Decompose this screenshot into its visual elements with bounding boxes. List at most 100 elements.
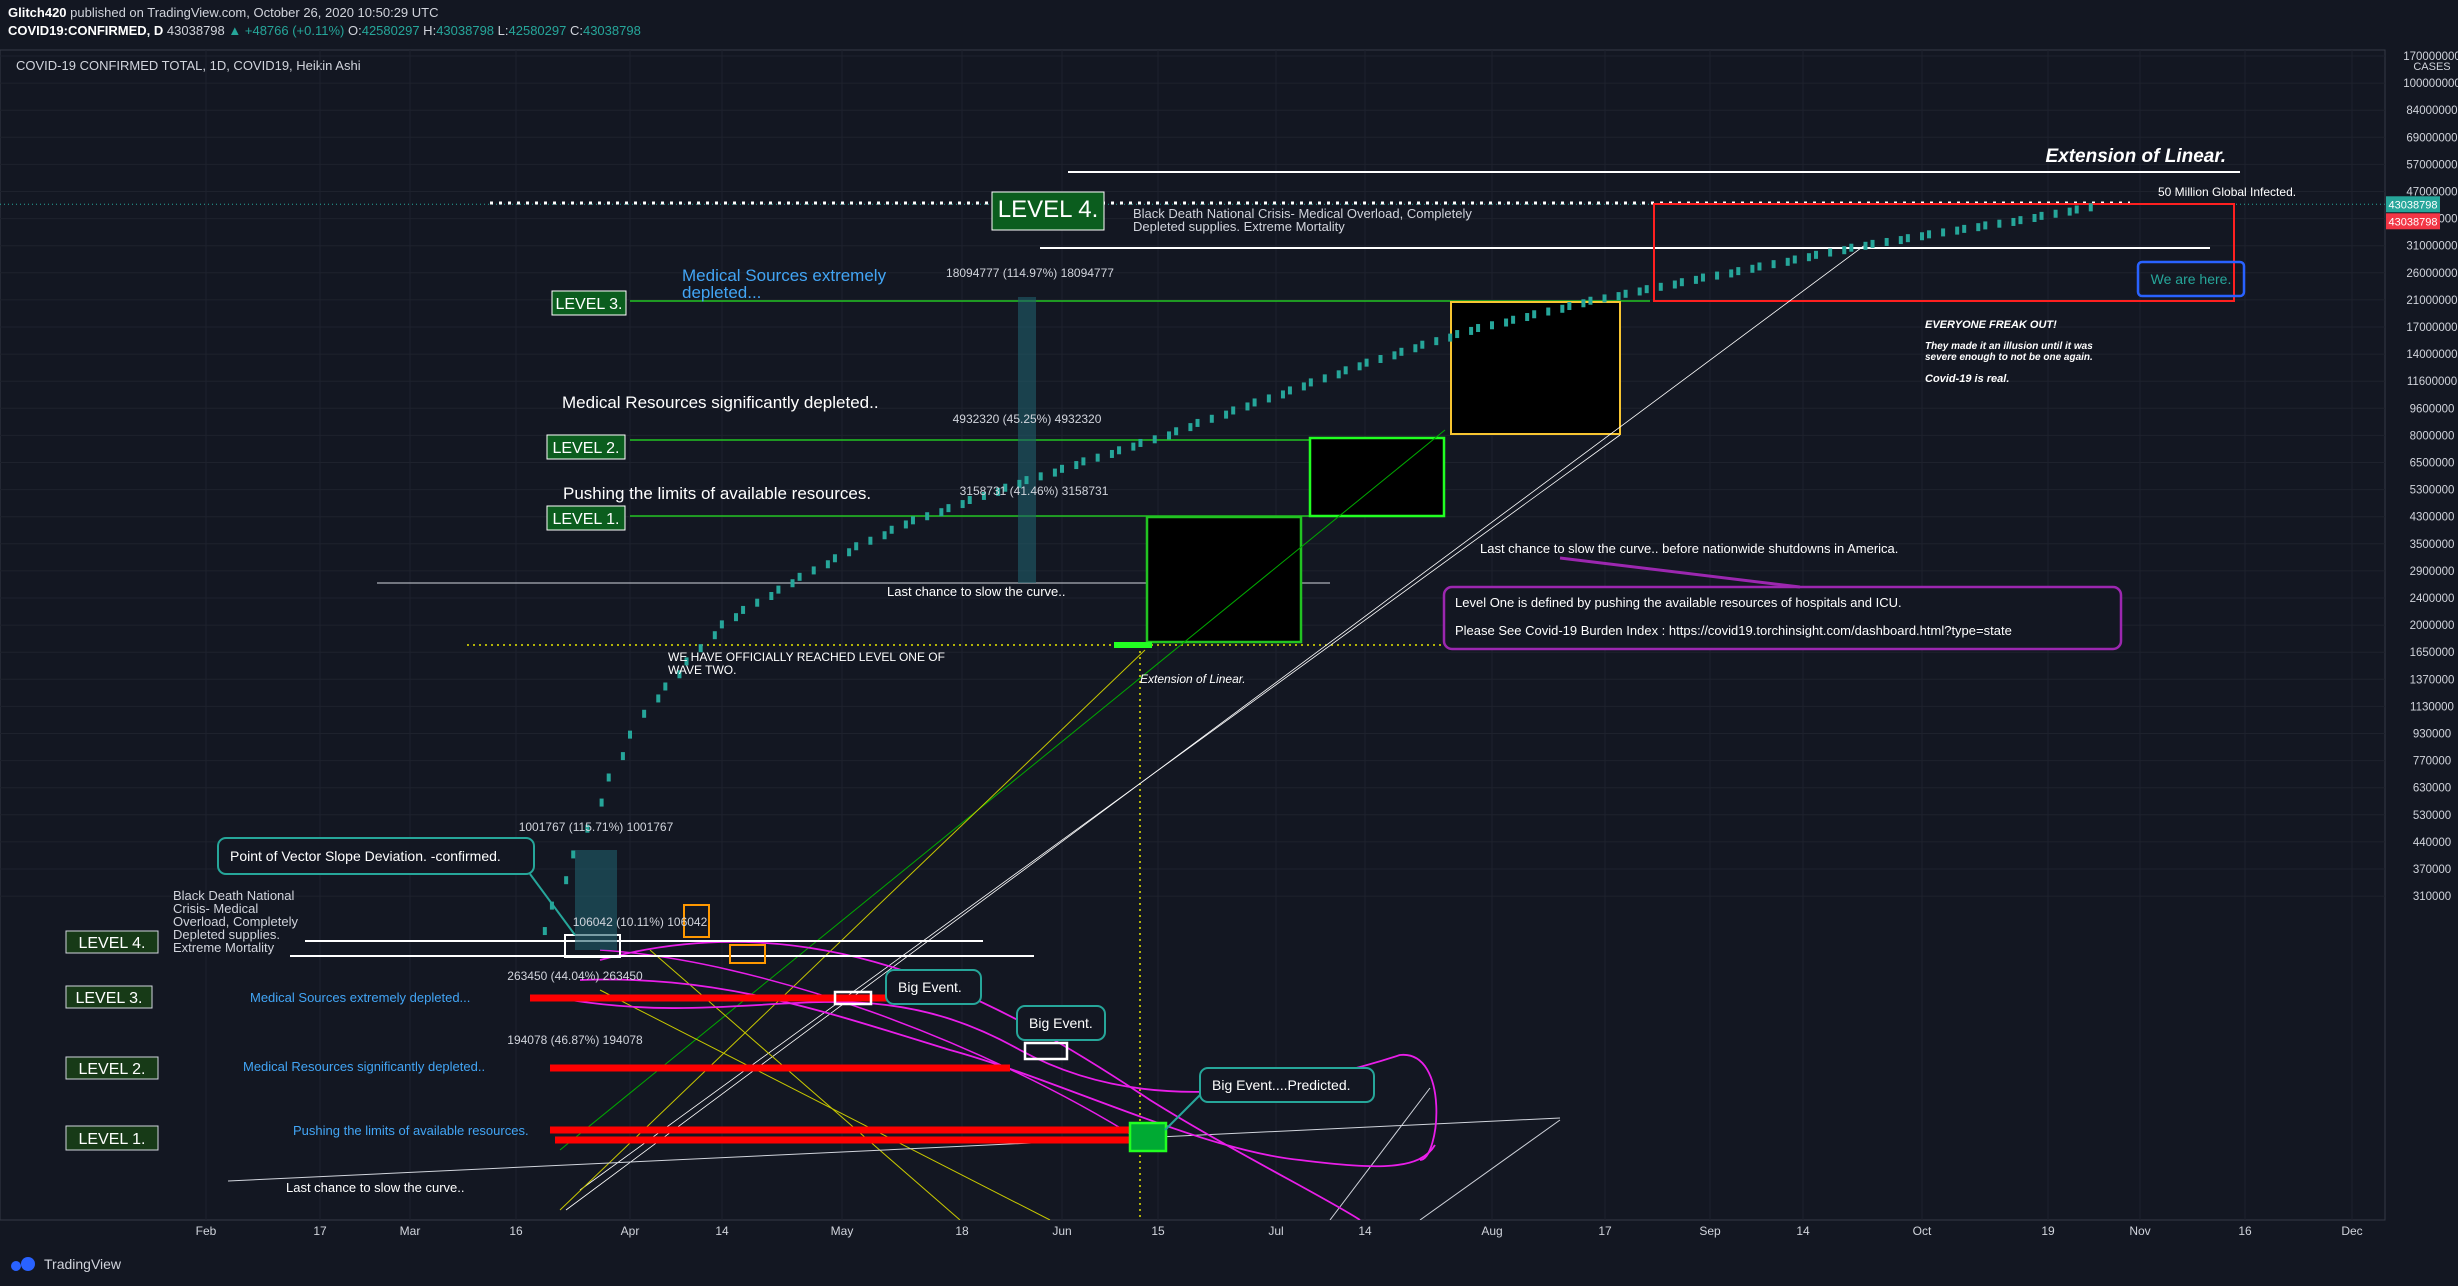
candle — [1792, 255, 1797, 264]
y-tick-label: 31000000 — [2406, 241, 2457, 253]
candle — [1581, 299, 1586, 308]
level2-lower-text: Medical Resources significantly depleted… — [243, 1059, 485, 1074]
measure-label: 106042 (10.11%) 106042 — [573, 915, 708, 929]
extension-mid-text: Extension of Linear. — [1140, 672, 1246, 686]
level4-lower-text: Extreme Mortality — [173, 940, 275, 955]
candle — [1060, 464, 1064, 473]
marker-box — [833, 990, 873, 1006]
candle — [1308, 378, 1313, 387]
candle — [1038, 472, 1043, 481]
big-event-1-text: Big Event. — [898, 979, 962, 995]
trend-line — [227, 1117, 1561, 1182]
big-event-3-pointer — [1164, 1094, 1201, 1131]
candle — [719, 620, 724, 629]
candle — [996, 487, 1001, 496]
red-zone-box — [1653, 203, 2235, 302]
candle — [2011, 217, 2016, 226]
y-tick-label: 47000000 — [2406, 187, 2457, 199]
x-tick-label: 16 — [509, 1224, 523, 1238]
candle — [1364, 358, 1369, 367]
stage-box-2 — [1308, 436, 1446, 518]
candle — [1224, 410, 1229, 419]
measure-label: 18094777 (114.97%) 18094777 — [946, 266, 1114, 280]
last-chance-mid-text: Last chance to slow the curve.. — [887, 584, 1065, 599]
y-tick-label: 69000000 — [2406, 132, 2457, 144]
price-axis[interactable]: 170000000 100000000 84000000 69000000 570000… — [2386, 51, 2458, 903]
candle — [1736, 267, 1741, 276]
x-tick-label: 18 — [955, 1224, 969, 1238]
candle — [1884, 237, 1889, 246]
candle — [1434, 337, 1439, 346]
last-chance-top-text: Last chance to slow the curve.. before n… — [1480, 541, 1898, 556]
x-tick-label: May — [831, 1224, 854, 1238]
x-tick-label: 15 — [1151, 1224, 1165, 1238]
y-tick-label: 2000000 — [2410, 620, 2455, 632]
candle — [1490, 321, 1494, 330]
plot-frame — [0, 49, 2386, 1221]
candle — [2074, 205, 2079, 214]
x-tick-label: Feb — [196, 1224, 217, 1238]
x-tick-label: Mar — [400, 1224, 421, 1238]
level4-lower-text: Black Death National — [173, 888, 295, 903]
y-tick-label: 370000 — [2413, 864, 2451, 876]
y-tick-label: 9600000 — [2410, 403, 2455, 415]
y-tick-label: 21000000 — [2406, 295, 2457, 307]
x-tick-label: Jul — [1268, 1224, 1283, 1238]
candle — [542, 927, 547, 936]
y-tick-label: 4300000 — [2410, 512, 2455, 524]
x-tick-label: Aug — [1481, 1224, 1502, 1238]
open-value: 42580297 — [361, 23, 420, 38]
x-tick-label: 17 — [1598, 1224, 1612, 1238]
wave-two-text: WE HAVE OFFICIALLY REACHED LEVEL ONE OF — [668, 650, 945, 664]
level4-upper-label: LEVEL 4. — [998, 196, 1099, 223]
candle — [1927, 230, 1932, 239]
candle — [868, 536, 873, 545]
level3-lower-text: Medical Sources extremely depleted... — [250, 990, 470, 1005]
x-tick-label: 17 — [313, 1224, 327, 1238]
level4-lower-label: LEVEL 4. — [78, 935, 145, 952]
time-axis[interactable]: Feb 17 Mar 16 Apr 14 May 18 Jun 15 Jul 14 Aug 17 Sep 14… — [196, 1224, 2363, 1238]
candle — [1700, 273, 1705, 282]
last-price-tag[interactable] — [2386, 196, 2440, 213]
x-tick-label: Nov — [2129, 1224, 2150, 1238]
candle — [1955, 226, 1960, 235]
candle — [1658, 282, 1663, 291]
candle — [854, 542, 859, 551]
candle — [2088, 203, 2093, 212]
candle — [797, 572, 802, 581]
candle — [1560, 304, 1565, 313]
candle — [776, 585, 781, 594]
level4-lower-box — [65, 930, 159, 954]
candle — [1941, 228, 1946, 237]
candle — [734, 613, 738, 622]
marker-box — [1023, 1041, 1069, 1061]
candle — [564, 876, 569, 885]
candle — [1117, 446, 1122, 455]
candle — [1081, 457, 1086, 466]
big-event-1-box — [885, 969, 982, 1005]
candle — [712, 631, 717, 640]
candle — [1420, 340, 1425, 349]
we-are-here-text: We are here. — [2151, 271, 2232, 287]
tradingview-logo[interactable]: TradingView — [8, 1254, 121, 1274]
candle — [1448, 333, 1453, 342]
author-name[interactable]: Glitch420 — [8, 5, 67, 20]
candle — [698, 644, 703, 653]
candle — [1842, 246, 1847, 255]
y-tick-label: 8000000 — [2410, 430, 2455, 442]
candle — [1399, 347, 1404, 356]
x-tick-label: 14 — [1358, 1224, 1372, 1238]
drawings — [0, 171, 2385, 1220]
magenta-curve — [599, 941, 1361, 1220]
candle — [2032, 214, 2037, 223]
candle — [1336, 370, 1341, 379]
level4-upper-box — [991, 191, 1105, 231]
candle — [1828, 248, 1833, 257]
candle — [620, 752, 625, 761]
last-value: 43038798 — [166, 23, 225, 38]
level1-lower-box — [65, 1125, 159, 1151]
y-tick-label: 440000 — [2413, 837, 2451, 849]
level3-upper-box — [551, 290, 627, 316]
big-event-2-text: Big Event. — [1029, 1015, 1093, 1031]
